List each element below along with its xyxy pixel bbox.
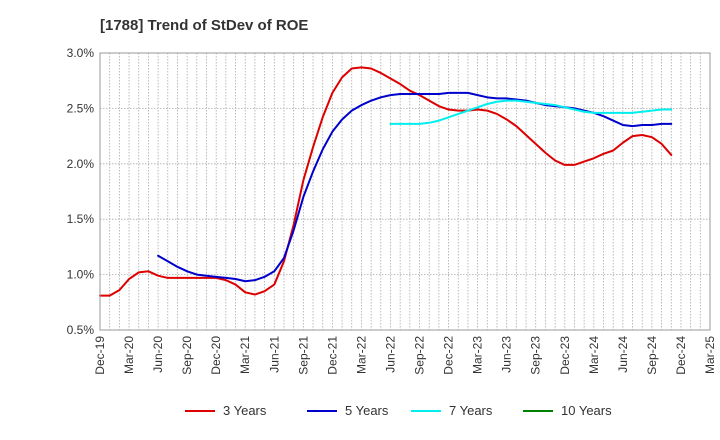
legend-item: 5 Years bbox=[307, 403, 389, 418]
x-tick-label: Sep-20 bbox=[180, 336, 194, 375]
legend-item: 3 Years bbox=[185, 403, 267, 418]
plot-frame bbox=[99, 52, 711, 331]
x-tick-label: Mar-22 bbox=[354, 336, 368, 374]
series-line-5-years bbox=[157, 91, 673, 283]
y-tick-label: 3.0% bbox=[67, 46, 95, 60]
y-tick-label: 2.5% bbox=[67, 101, 95, 115]
y-tick-label: 1.0% bbox=[67, 268, 95, 282]
x-tick-label: Sep-24 bbox=[645, 336, 659, 375]
y-tick-label: 0.5% bbox=[67, 323, 95, 337]
x-tick-label: Mar-24 bbox=[587, 336, 601, 374]
legend-label: 3 Years bbox=[223, 403, 267, 418]
series-line-3-years bbox=[99, 66, 673, 297]
grid bbox=[99, 52, 711, 331]
legend-item: 7 Years bbox=[411, 403, 493, 418]
y-axis-ticks: 0.5% 1.0% 1.5% 2.0% 2.5% 3.0% bbox=[67, 46, 95, 337]
x-tick-label: Dec-22 bbox=[442, 336, 456, 375]
x-tick-label: Dec-23 bbox=[558, 336, 572, 375]
legend-label: 5 Years bbox=[345, 403, 389, 418]
legend-item: 10 Years bbox=[523, 403, 612, 418]
x-tick-label: Sep-22 bbox=[413, 336, 427, 375]
legend-label: 7 Years bbox=[449, 403, 493, 418]
x-tick-label: Dec-19 bbox=[93, 336, 107, 375]
series-line-7-years bbox=[389, 99, 673, 125]
x-tick-label: Mar-23 bbox=[471, 336, 485, 374]
x-tick-label: Sep-21 bbox=[296, 336, 310, 375]
legend: 3 Years 5 Years 7 Years 10 Years bbox=[185, 403, 612, 418]
x-tick-label: Jun-23 bbox=[500, 336, 514, 373]
x-tick-label: Jun-20 bbox=[151, 336, 165, 373]
x-tick-label: Dec-24 bbox=[674, 336, 688, 375]
x-tick-label: Mar-25 bbox=[703, 336, 717, 374]
chart-title: [1788] Trend of StDev of ROE bbox=[100, 17, 308, 34]
legend-label: 10 Years bbox=[561, 403, 612, 418]
x-tick-label: Jun-22 bbox=[383, 336, 397, 373]
y-tick-label: 1.5% bbox=[67, 212, 95, 226]
x-tick-label: Sep-23 bbox=[529, 336, 543, 375]
x-axis-ticks: Dec-19 Mar-20 Jun-20 Sep-20 Dec-20 Mar-21 Jun-… bbox=[93, 336, 717, 375]
x-tick-label: Mar-21 bbox=[238, 336, 252, 374]
x-tick-label: Dec-21 bbox=[325, 336, 339, 375]
series-lines bbox=[99, 66, 673, 297]
x-tick-label: Mar-20 bbox=[122, 336, 136, 374]
x-tick-label: Dec-20 bbox=[209, 336, 223, 375]
y-tick-label: 2.0% bbox=[67, 157, 95, 171]
x-tick-label: Jun-24 bbox=[616, 336, 630, 373]
x-tick-label: Jun-21 bbox=[267, 336, 281, 373]
